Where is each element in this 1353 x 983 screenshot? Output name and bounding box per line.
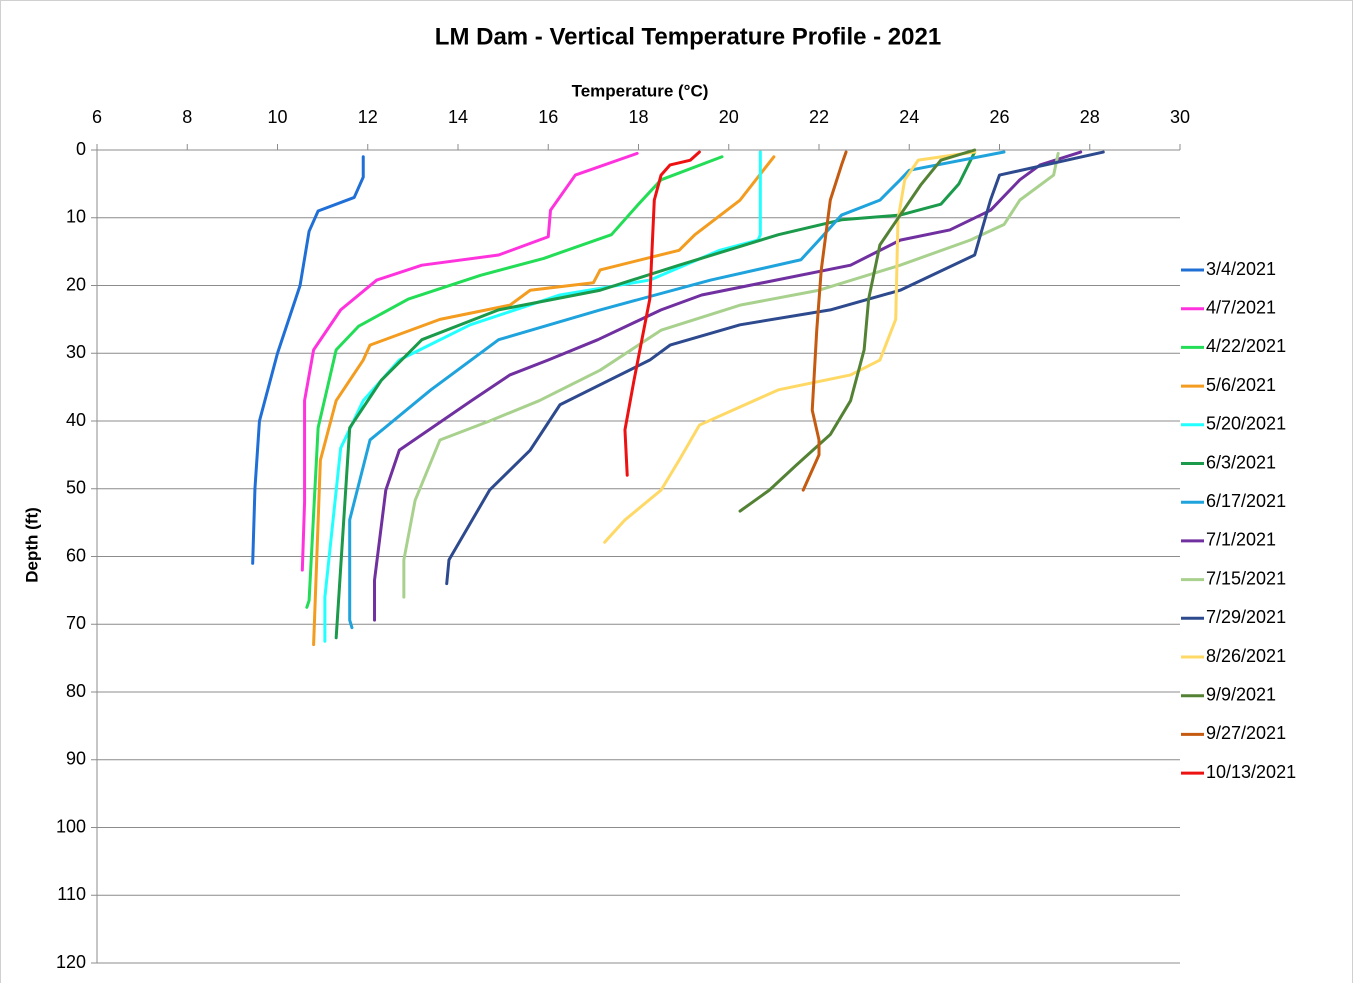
- series-line: [801, 150, 848, 492]
- legend-label: 10/13/2021: [1206, 762, 1296, 782]
- legend-label: 8/26/2021: [1206, 646, 1286, 666]
- y-tick-label: 120: [56, 952, 86, 972]
- x-tick-label: 18: [628, 107, 648, 127]
- series-line: [603, 150, 977, 544]
- series-line: [373, 150, 1083, 622]
- y-axis-label: Depth (ft): [22, 507, 41, 583]
- legend-label: 7/29/2021: [1206, 607, 1286, 627]
- x-tick-label: 22: [809, 107, 829, 127]
- x-tick-label: 30: [1170, 107, 1190, 127]
- y-tick-label: 70: [66, 613, 86, 633]
- series-line: [445, 150, 1105, 586]
- legend-label: 3/4/2021: [1206, 259, 1276, 279]
- y-tick-label: 80: [66, 681, 86, 701]
- series-line: [623, 150, 701, 477]
- y-tick-label: 40: [66, 410, 86, 430]
- legend-label: 9/27/2021: [1206, 723, 1286, 743]
- y-tick-label: 30: [66, 342, 86, 362]
- y-tick-label: 100: [56, 816, 86, 836]
- legend-label: 9/9/2021: [1206, 684, 1276, 704]
- legend-label: 6/17/2021: [1206, 491, 1286, 511]
- series-line: [300, 151, 639, 572]
- x-tick-label: 24: [899, 107, 919, 127]
- legend-label: 4/22/2021: [1206, 336, 1286, 356]
- series-line: [305, 155, 724, 609]
- x-tick-label: 8: [182, 107, 192, 127]
- legend-label: 7/1/2021: [1206, 530, 1276, 550]
- y-tick-label: 10: [66, 207, 86, 227]
- series-line: [738, 148, 977, 513]
- series-line: [323, 150, 762, 643]
- series-line: [312, 155, 776, 647]
- series-line: [402, 151, 1060, 599]
- series-line: [334, 150, 977, 640]
- y-tick-label: 90: [66, 749, 86, 769]
- x-tick-label: 10: [267, 107, 287, 127]
- series-line: [251, 155, 365, 565]
- series-line: [348, 150, 1006, 630]
- y-tick-label: 110: [57, 884, 86, 904]
- x-tick-label: 6: [92, 107, 102, 127]
- x-axis-label: Temperature (°C): [572, 81, 709, 100]
- legend-label: 6/3/2021: [1206, 452, 1276, 472]
- y-tick-label: 0: [76, 139, 86, 159]
- y-tick-label: 20: [66, 274, 86, 294]
- x-tick-label: 20: [719, 107, 739, 127]
- x-tick-label: 26: [989, 107, 1009, 127]
- x-tick-label: 16: [538, 107, 558, 127]
- legend-label: 7/15/2021: [1206, 568, 1286, 588]
- x-tick-label: 28: [1080, 107, 1100, 127]
- chart-title: LM Dam - Vertical Temperature Profile - …: [435, 23, 941, 50]
- legend-label: 4/7/2021: [1206, 297, 1276, 317]
- y-tick-label: 50: [66, 478, 86, 498]
- x-tick-label: 14: [448, 107, 468, 127]
- x-tick-label: 12: [358, 107, 378, 127]
- legend-label: 5/6/2021: [1206, 375, 1276, 395]
- y-tick-label: 60: [66, 545, 86, 565]
- legend-label: 5/20/2021: [1206, 414, 1286, 434]
